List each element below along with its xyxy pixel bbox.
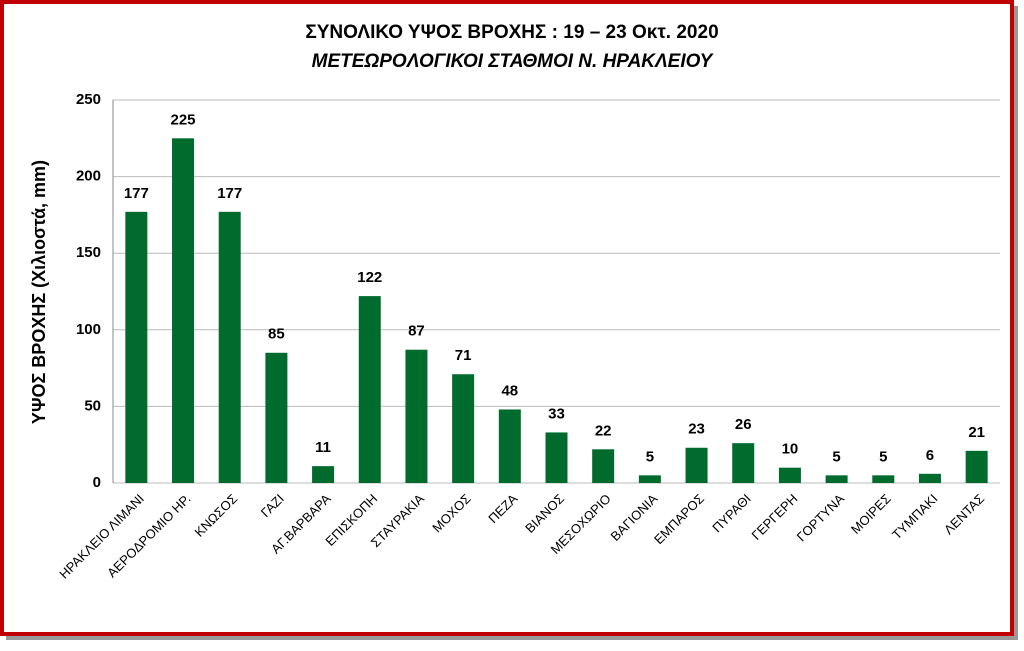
frame — [0, 0, 1014, 636]
data-label: 6 — [926, 447, 934, 464]
data-label: 10 — [782, 441, 799, 458]
data-label: 87 — [408, 323, 425, 340]
bar — [452, 374, 475, 483]
data-label: 21 — [968, 424, 985, 441]
data-label: 177 — [124, 185, 149, 202]
bar — [732, 443, 755, 483]
bar — [172, 138, 195, 484]
data-label: 177 — [217, 185, 242, 202]
bar — [825, 475, 848, 483]
y-tick-label: 150 — [76, 244, 101, 261]
bar — [918, 473, 941, 483]
data-label: 23 — [688, 421, 705, 438]
y-tick-label: 0 — [93, 474, 101, 491]
data-label: 48 — [501, 382, 518, 399]
data-label: 11 — [315, 439, 331, 456]
data-label: 26 — [735, 416, 752, 433]
chart-title: ΣΥΝΟΛΙΚΟ ΥΨΟΣ ΒΡΟΧΗΣ : 19 – 23 Οκτ. 2020 — [305, 22, 718, 43]
data-label: 5 — [832, 448, 840, 465]
data-label: 33 — [548, 405, 565, 422]
bar — [358, 296, 381, 483]
bar — [405, 349, 428, 483]
bar — [592, 449, 615, 483]
bar — [265, 352, 288, 483]
y-tick-label: 100 — [76, 321, 101, 338]
data-label: 71 — [455, 347, 472, 364]
bar — [312, 466, 335, 483]
bar — [125, 211, 148, 483]
bar — [965, 450, 988, 483]
y-tick-label: 50 — [84, 397, 101, 414]
bar — [638, 475, 661, 483]
data-label: 122 — [357, 269, 382, 286]
chart-subtitle: ΜΕΤΕΩΡΟΛΟΓΙΚΟΙ ΣΤΑΘΜΟΙ Ν. ΗΡΑΚΛΕΙΟΥ — [312, 51, 715, 72]
bar — [685, 447, 708, 483]
data-label: 225 — [171, 111, 196, 128]
data-label: 22 — [595, 422, 612, 439]
data-label: 85 — [268, 326, 285, 343]
y-tick-label: 200 — [76, 168, 101, 185]
bar — [545, 432, 568, 483]
bar — [498, 409, 521, 483]
bar — [778, 467, 801, 483]
data-label: 5 — [646, 448, 654, 465]
bar — [218, 211, 241, 483]
y-tick-label: 250 — [76, 91, 101, 108]
data-label: 5 — [879, 448, 887, 465]
y-axis-label: ΥΨΟΣ ΒΡΟΧΗΣ (Χιλιοστά, mm) — [29, 160, 49, 424]
bar — [872, 475, 895, 483]
